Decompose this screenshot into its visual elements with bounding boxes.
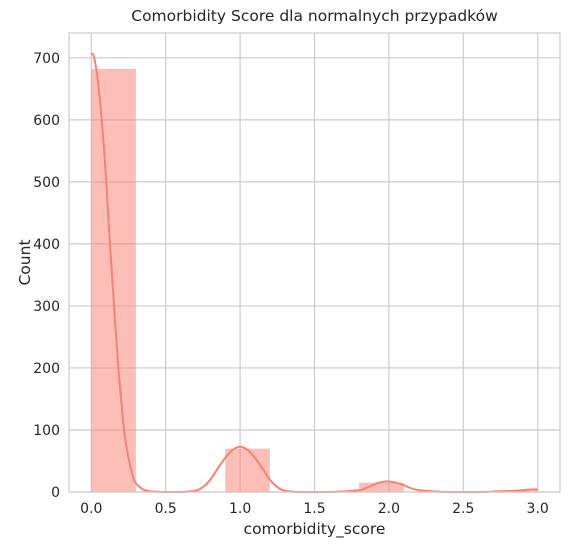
x-tick-labels: 0.0 0.5 1.0 1.5 2.0 2.5 3.0 [80,501,549,517]
kde-curve [90,52,538,494]
y-tick-label: 500 [33,175,60,191]
y-tick-label: 100 [33,423,60,439]
x-gridlines [90,33,539,492]
plot-frame [68,32,561,493]
x-tick-label: 0.0 [80,501,102,517]
chart-title: Comorbidity Score dla normalnych przypad… [131,7,498,25]
x-axis-title: comorbidity_score [244,520,386,539]
x-tick-label: 0.5 [155,501,177,517]
histogram-bars [91,68,538,492]
y-tick-label: 200 [33,361,60,377]
y-tick-label: 0 [51,485,60,501]
x-tick-label: 2.5 [452,501,474,517]
histogram-bar [225,448,270,492]
y-tick-label: 400 [33,237,60,253]
y-tick-label: 300 [33,299,60,315]
y-tick-label: 700 [33,51,60,67]
y-tick-labels: 0 100 200 300 400 500 600 700 [33,51,60,501]
x-tick-label: 3.0 [527,501,549,517]
x-tick-label: 1.0 [229,501,251,517]
y-tick-label: 600 [33,113,60,129]
histogram-bar [359,482,404,492]
x-tick-label: 2.0 [378,501,400,517]
x-tick-label: 1.5 [303,501,325,517]
y-axis-title: Count [16,239,34,285]
histogram-bar [91,68,136,492]
